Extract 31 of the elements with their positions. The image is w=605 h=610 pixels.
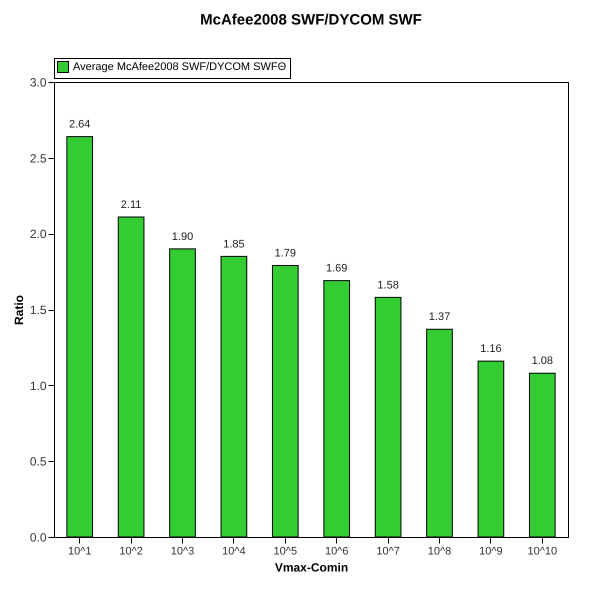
x-axis-title: Vmax-Comin xyxy=(274,560,348,574)
y-tick-label: 3.0 xyxy=(30,76,47,90)
x-tick-label: 10^1 xyxy=(68,546,92,558)
x-tick-label: 10^2 xyxy=(119,546,143,558)
y-tick-label: 1.5 xyxy=(30,303,47,317)
x-tick-label: 10^5 xyxy=(274,546,298,558)
data-label: 1.69 xyxy=(326,262,348,275)
x-tick-label: 10^4 xyxy=(222,546,246,558)
data-label: 2.11 xyxy=(120,198,142,211)
data-label: 1.16 xyxy=(480,343,502,356)
y-axis-title: Ratio xyxy=(12,295,26,325)
y-tick-label: 2.0 xyxy=(30,227,47,242)
y-tick-label: 2.5 xyxy=(30,151,47,166)
x-tick-label: 10^10 xyxy=(527,546,558,558)
x-tick-label: 10^9 xyxy=(479,546,503,558)
data-label: 1.85 xyxy=(223,238,245,250)
x-tick-label: 10^7 xyxy=(376,546,400,558)
data-label: 1.79 xyxy=(274,248,296,260)
data-label: 1.37 xyxy=(428,311,450,324)
y-tick-label: 0.0 xyxy=(30,530,47,544)
y-tick-label: 1.0 xyxy=(30,378,47,393)
x-tick-label: 10^3 xyxy=(170,546,194,558)
data-label: 1.58 xyxy=(377,279,399,292)
chart-title: McAfee2008 SWF/DYCOM SWF xyxy=(200,12,422,28)
x-tick-label: 10^8 xyxy=(428,546,452,558)
legend-label: Average McAfee2008 SWF/DYCOM SWFΘ xyxy=(73,61,287,73)
data-label: 2.64 xyxy=(68,118,90,131)
y-tick-label: 0.5 xyxy=(30,454,47,469)
data-label: 1.90 xyxy=(172,230,194,243)
data-label: 1.08 xyxy=(532,355,554,368)
x-tick-label: 10^6 xyxy=(324,546,348,558)
